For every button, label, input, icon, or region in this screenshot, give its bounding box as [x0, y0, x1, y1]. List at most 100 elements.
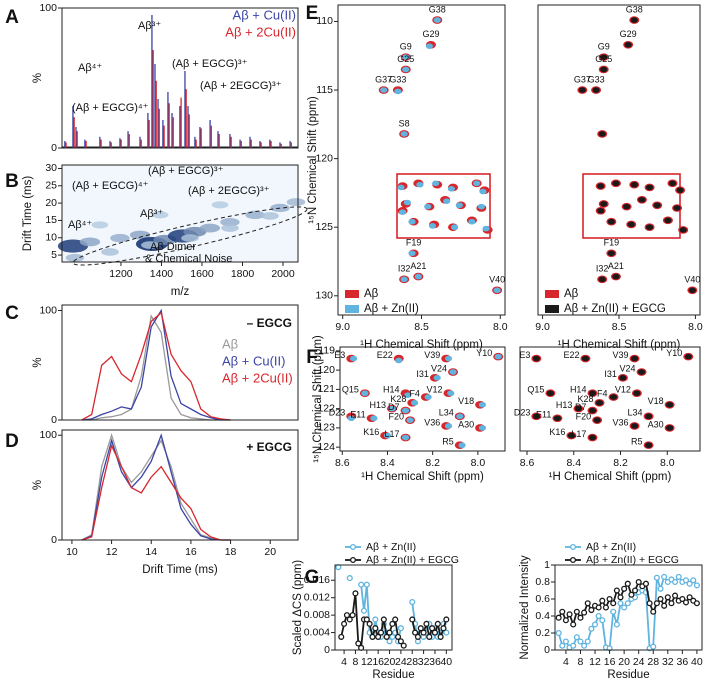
peak-label: V24 — [620, 363, 636, 373]
nmr-peak — [581, 355, 590, 362]
point — [562, 638, 569, 645]
y-tick-label: 100 — [39, 429, 57, 441]
x-tick-label: 8 — [578, 656, 584, 668]
nmr-peak — [668, 180, 677, 187]
x-tick-label: 32 — [662, 656, 674, 668]
x-tick-label: 8.4 — [380, 457, 395, 469]
nmr-peak — [598, 131, 606, 137]
intensity-spot — [141, 241, 159, 249]
peak-label: K28 — [577, 394, 593, 404]
peak-label: A21 — [410, 261, 426, 271]
nmr-peak — [600, 201, 608, 207]
nmr-peak — [443, 198, 451, 204]
panel-note: – EGCG — [247, 316, 292, 330]
panel-label: B — [5, 171, 19, 192]
nmr-peak — [623, 203, 631, 210]
nmr-peak — [478, 401, 486, 408]
legend-swatch — [545, 305, 559, 313]
series-line — [81, 433, 231, 541]
peak-label: A21 — [608, 261, 624, 271]
x-tick-label: 28 — [647, 656, 659, 668]
peak-label: V12 — [426, 385, 442, 395]
annotation: Aβ³⁺ — [140, 208, 163, 220]
peak-label: F4 — [409, 388, 420, 398]
legend-marker — [569, 543, 577, 551]
nmr-peak — [630, 355, 639, 362]
nmr-peak — [406, 417, 414, 423]
x-axis-label: m/z — [171, 286, 190, 298]
point — [355, 640, 362, 647]
x-tick-label: 2000 — [271, 268, 295, 280]
x-tick-label: 20 — [384, 656, 396, 668]
point — [653, 600, 660, 607]
peak-label: Y10 — [476, 348, 492, 358]
nmr-peak — [637, 369, 646, 375]
peak-label: G9 — [598, 41, 610, 51]
nmr-peak — [612, 180, 620, 187]
peak-label: D7 — [388, 402, 400, 412]
peak-label: I32 — [596, 264, 609, 274]
nmr-peak — [567, 432, 576, 439]
peak-label: D23 — [329, 408, 346, 418]
x-tick-label: 1400 — [150, 268, 174, 280]
annotation: Aβ⁴⁺ — [68, 219, 92, 231]
nmr-peak — [607, 218, 615, 225]
nmr-peak — [666, 401, 674, 408]
x-tick-label: 16 — [604, 656, 616, 668]
series-line — [81, 314, 231, 421]
nmr-peak — [402, 54, 410, 60]
point — [635, 578, 642, 586]
point — [642, 580, 650, 587]
x-tick-label: 9.0 — [535, 321, 550, 333]
plot-frame — [334, 564, 453, 651]
legend-label: Aβ + Zn(II) — [586, 541, 636, 553]
series-line — [81, 433, 231, 541]
x-tick-label: 1800 — [231, 268, 255, 280]
nmr-peak — [493, 287, 501, 294]
peak-label: G33 — [389, 74, 406, 84]
x-axis-label: ¹H Chemical Shift (ppm) — [361, 471, 484, 483]
intensity-spot — [91, 221, 109, 229]
point — [588, 606, 595, 614]
point — [595, 612, 602, 620]
point — [412, 629, 419, 636]
nmr-peak — [482, 225, 490, 232]
legend-marker — [349, 556, 357, 564]
nmr-peak — [456, 413, 464, 420]
point — [573, 634, 580, 641]
intensity-spot — [151, 211, 169, 219]
point — [559, 608, 566, 615]
point — [377, 629, 385, 636]
x-tick-label: 8.0 — [660, 457, 675, 469]
y-axis-label: Scaled ΔCS (ppm) — [292, 560, 304, 655]
x-tick-label: 8.5 — [612, 321, 627, 333]
y-tick-label: 0.016 — [304, 574, 330, 586]
point — [343, 612, 350, 619]
annotation: & Chemical Noise — [145, 253, 232, 265]
point — [414, 633, 421, 640]
y-tick-label: 121 — [317, 383, 335, 395]
point — [429, 625, 436, 632]
y-tick-label: 0 — [544, 644, 550, 656]
point — [338, 633, 345, 640]
nmr-peak — [595, 400, 604, 406]
nmr-peak — [644, 442, 653, 449]
nmr-peak — [400, 131, 408, 137]
annotation: (Aβ + EGCG)³⁺ — [172, 58, 248, 70]
peak-label: A30 — [648, 419, 664, 429]
nmr-peak — [607, 250, 615, 257]
peak-label: H13 — [556, 400, 573, 410]
nmr-peak — [624, 41, 632, 48]
peak-label: Y10 — [666, 348, 682, 358]
nmr-peak — [433, 17, 441, 23]
point — [584, 638, 591, 645]
point — [613, 621, 620, 628]
peak-label: K16 — [363, 427, 379, 437]
point — [562, 617, 569, 624]
peak-label: G25 — [397, 54, 414, 64]
nmr-peak — [609, 394, 618, 400]
nmr-peak — [532, 355, 540, 362]
point — [577, 638, 584, 645]
intensity-spot — [79, 237, 101, 247]
